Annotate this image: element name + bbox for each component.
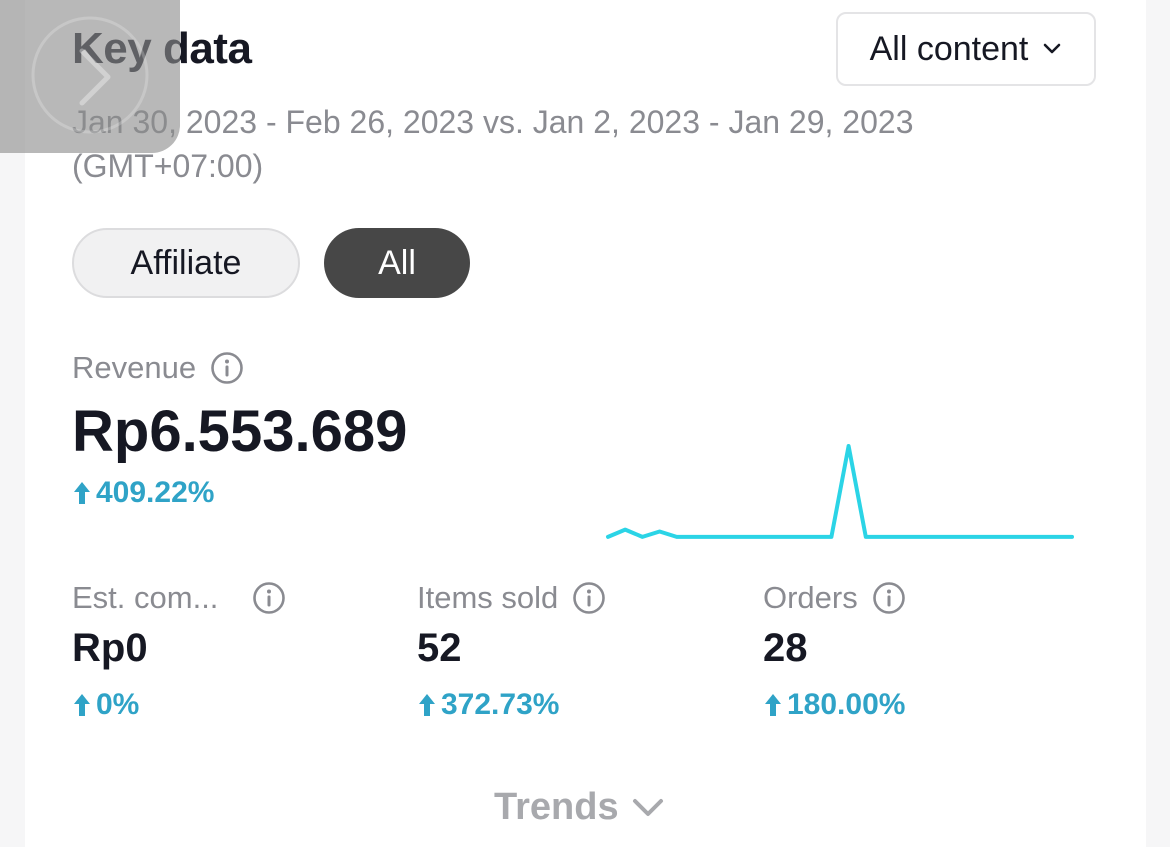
filter-all-button[interactable]: All xyxy=(324,228,470,298)
filter-affiliate-button[interactable]: Affiliate xyxy=(72,228,300,298)
info-icon[interactable] xyxy=(210,351,244,385)
items-sold-label-row: Items sold xyxy=(417,580,606,616)
items-sold-change: 372.73% xyxy=(417,688,559,722)
arrow-up-icon xyxy=(765,694,781,716)
revenue-change-value: 409.22% xyxy=(96,476,215,509)
revenue-sparkline xyxy=(606,444,1074,539)
items-sold-label: Items sold xyxy=(417,580,559,615)
floating-back-button[interactable] xyxy=(0,0,180,153)
trends-toggle[interactable]: Trends xyxy=(494,786,665,829)
orders-label-row: Orders xyxy=(763,580,906,616)
arrow-up-icon xyxy=(74,694,90,716)
est-commission-change: 0% xyxy=(72,688,139,722)
content-filter-dropdown[interactable]: All content xyxy=(836,12,1096,86)
est-commission-label: Est. com... xyxy=(72,580,219,615)
revenue-label: Revenue xyxy=(72,350,197,385)
est-commission-value: Rp0 xyxy=(72,626,148,670)
orders-value: 28 xyxy=(763,626,808,670)
trends-label: Trends xyxy=(494,786,619,828)
chevron-down-icon xyxy=(632,798,663,816)
date-range-text: Jan 30, 2023 - Feb 26, 2023 vs. Jan 2, 2… xyxy=(72,104,914,184)
info-icon[interactable] xyxy=(572,581,606,615)
arrow-up-icon xyxy=(74,482,90,504)
arrow-up-icon xyxy=(419,694,435,716)
chevron-right-icon xyxy=(31,16,149,134)
items-sold-change-value: 372.73% xyxy=(441,688,560,721)
revenue-label-row: Revenue xyxy=(72,350,244,386)
orders-change: 180.00% xyxy=(763,688,905,722)
info-icon[interactable] xyxy=(252,581,286,615)
est-commission-label-row: Est. com... xyxy=(72,580,286,616)
est-commission-change-value: 0% xyxy=(96,688,140,721)
sparkline-series-line xyxy=(606,444,1074,539)
chevron-down-icon xyxy=(1044,43,1061,54)
orders-change-value: 180.00% xyxy=(787,688,906,721)
revenue-change: 409.22% xyxy=(72,476,214,510)
info-icon[interactable] xyxy=(872,581,906,615)
orders-label: Orders xyxy=(763,580,858,615)
content-filter-label: All content xyxy=(869,29,1029,68)
key-data-card xyxy=(25,0,1146,847)
revenue-value: Rp6.553.689 xyxy=(72,399,408,464)
items-sold-value: 52 xyxy=(417,626,462,670)
